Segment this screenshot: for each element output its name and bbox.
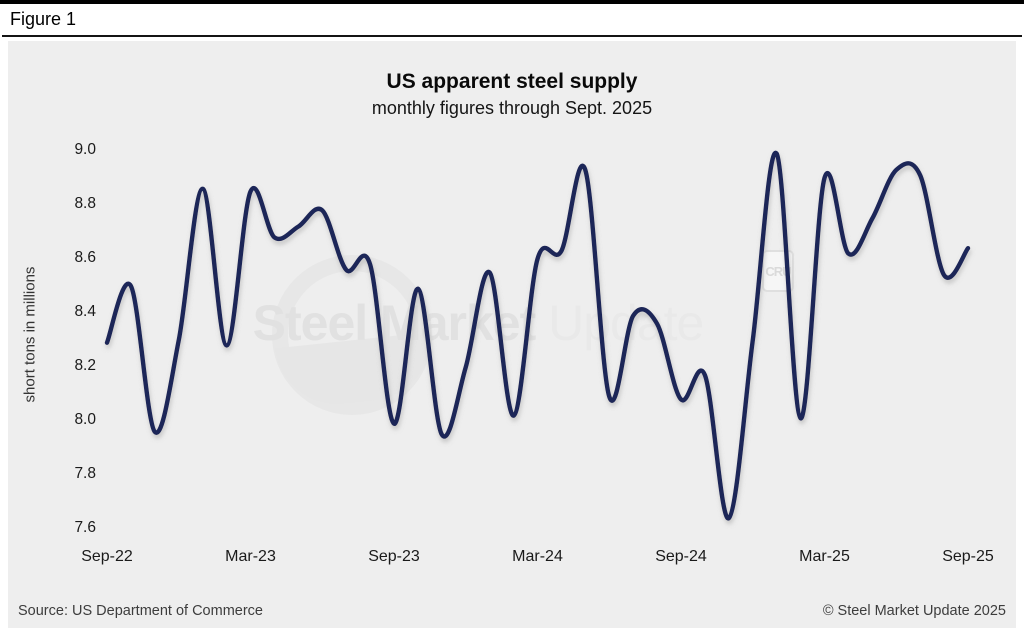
x-tick-label: Mar-24 — [512, 548, 563, 565]
copyright-note: © Steel Market Update 2025 — [822, 603, 1006, 619]
y-tick-label: 8.0 — [74, 411, 96, 428]
y-tick-label: 9.0 — [74, 141, 96, 158]
supply-line-chart — [104, 150, 971, 521]
chart-title: US apparent steel supply — [386, 70, 638, 93]
x-tick-label: Sep-25 — [942, 548, 994, 565]
x-tick-label: Sep-23 — [368, 548, 420, 565]
source-note: Source: US Department of Commerce — [18, 603, 263, 619]
y-tick-label: 8.6 — [74, 249, 96, 266]
header-divider — [2, 35, 1022, 37]
y-tick-label: 7.6 — [74, 519, 96, 536]
watermark-text-strong: Steel Market — [252, 295, 537, 351]
x-tick-label: Sep-24 — [655, 548, 707, 565]
top-border — [0, 0, 1024, 4]
x-tick-label: Mar-25 — [799, 548, 850, 565]
y-tick-label: 8.4 — [74, 303, 96, 320]
chart-subtitle: monthly figures through Sept. 2025 — [371, 98, 653, 118]
x-tick-label: Sep-22 — [81, 548, 133, 565]
x-tick-label: Mar-23 — [225, 548, 276, 565]
series-line — [104, 150, 971, 521]
y-tick-label: 7.8 — [74, 465, 96, 482]
figure-label: Figure 1 — [10, 9, 77, 29]
chart-panel: Steel Market Update CRU US apparent stee… — [8, 41, 1016, 628]
y-tick-label: 8.8 — [74, 195, 96, 212]
y-tick-label: 8.2 — [74, 357, 96, 374]
watermark-text: Steel Market Update — [8, 294, 948, 352]
